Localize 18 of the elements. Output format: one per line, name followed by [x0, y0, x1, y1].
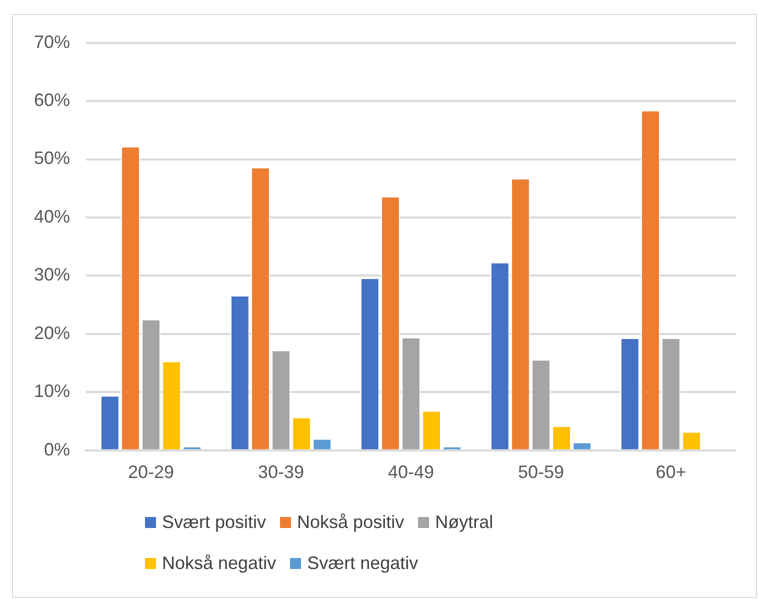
- x-tick-label: 30-39: [258, 462, 304, 482]
- y-tick-label: 30%: [34, 264, 70, 285]
- legend-label: Svært negativ: [307, 553, 418, 574]
- legend-label: Svært positiv: [162, 512, 266, 533]
- y-tick-label: 70%: [34, 32, 70, 52]
- x-tick-label: 40-49: [388, 462, 434, 482]
- legend-label: Nøytral: [435, 512, 494, 533]
- x-tick-label: 20-29: [128, 462, 174, 482]
- y-tick-label: 50%: [34, 148, 70, 168]
- y-tick-label: 10%: [34, 381, 70, 402]
- y-tick-label: 0%: [44, 439, 70, 460]
- y-tick-label: 20%: [34, 322, 70, 343]
- y-tick-label: 40%: [34, 206, 70, 226]
- legend-label: Nokså positiv: [297, 512, 404, 533]
- legend-label: Nokså negativ: [162, 553, 276, 574]
- x-tick-label: 60+: [656, 462, 686, 482]
- y-tick-label: 60%: [34, 90, 70, 110]
- x-tick-label: 50-59: [518, 462, 564, 482]
